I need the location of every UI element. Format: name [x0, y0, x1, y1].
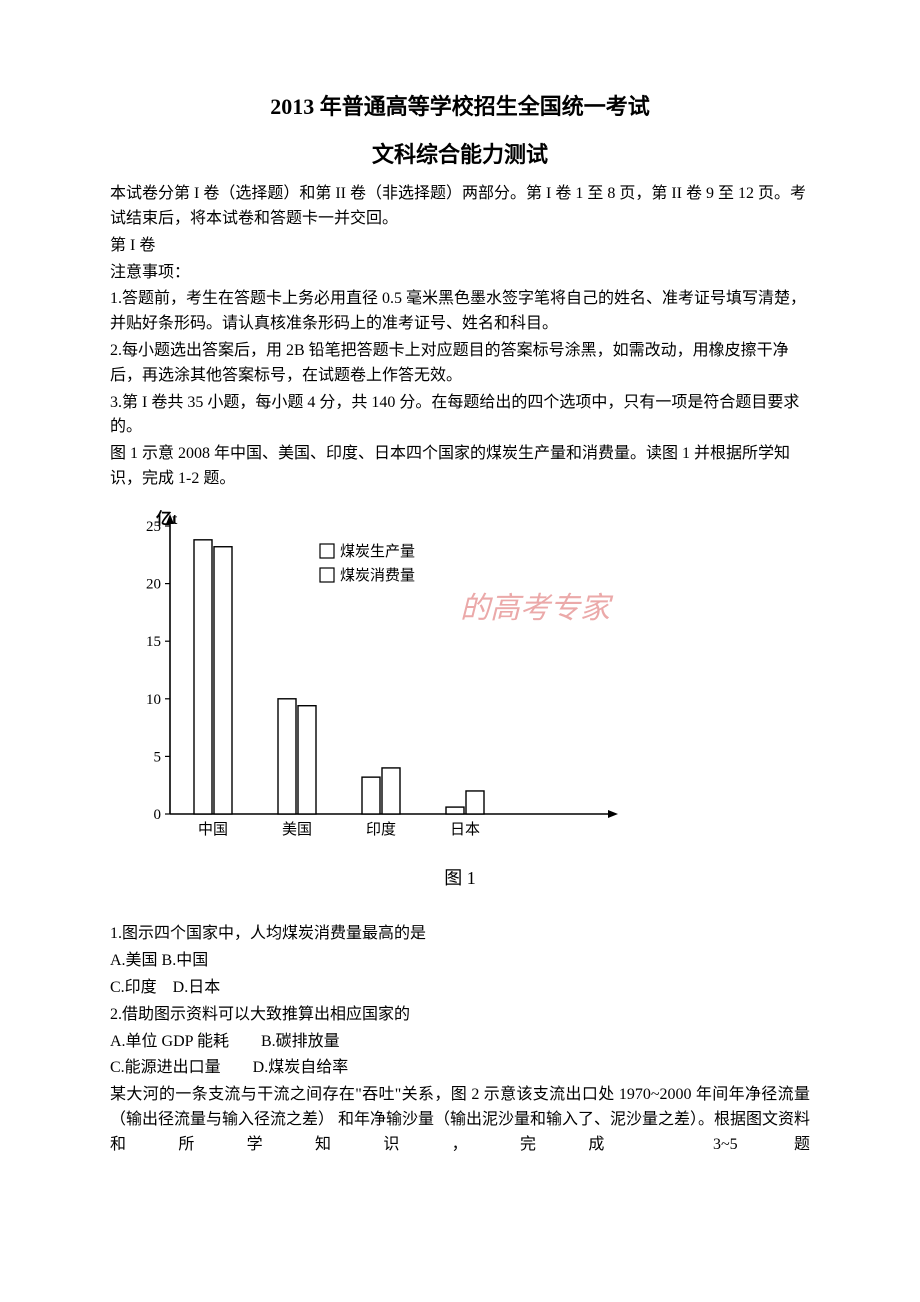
- trailing-paragraph: 某大河的一条支流与干流之间存在"吞吐"关系，图 2 示意该支流出口处 1970~…: [110, 1083, 810, 1157]
- note-1: 1.答题前，考生在答题卡上务必用直径 0.5 毫米黑色墨水签字笔将自己的姓名、准…: [110, 287, 810, 337]
- figure-1-chart: 0510152025亿t中国美国印度日本煤炭生产量煤炭消费量的高考专家: [120, 508, 810, 857]
- intro-paragraph-1: 本试卷分第 I 卷（选择题）和第 II 卷（非选择题）两部分。第 I 卷 1 至…: [110, 182, 810, 232]
- svg-text:15: 15: [146, 634, 161, 650]
- svg-text:5: 5: [154, 749, 162, 765]
- svg-text:煤炭消费量: 煤炭消费量: [340, 567, 415, 584]
- svg-text:的高考专家: 的高考专家: [460, 592, 614, 625]
- coal-bar-chart: 0510152025亿t中国美国印度日本煤炭生产量煤炭消费量的高考专家: [120, 508, 620, 848]
- question-2: 2.借助图示资料可以大致推算出相应国家的: [110, 1003, 810, 1028]
- note-3: 3.第 I 卷共 35 小题，每小题 4 分，共 140 分。在每题给出的四个选…: [110, 391, 810, 441]
- svg-text:0: 0: [154, 807, 162, 823]
- intro-paragraph-3: 注意事项：: [110, 261, 810, 286]
- question-1-options-cd: C.印度 D.日本: [110, 976, 810, 1001]
- page-title-sub: 文科综合能力测试: [110, 138, 810, 172]
- svg-text:煤炭生产量: 煤炭生产量: [340, 543, 415, 560]
- svg-text:日本: 日本: [450, 821, 480, 838]
- figure-1-caption: 图 1: [110, 865, 810, 893]
- svg-text:中国: 中国: [198, 821, 228, 838]
- question-1-options-ab: A.美国 B.中国: [110, 949, 810, 974]
- page-title-main: 2013 年普通高等学校招生全国统一考试: [110, 90, 810, 124]
- svg-text:美国: 美国: [282, 821, 312, 838]
- svg-text:亿t: 亿t: [156, 509, 178, 528]
- svg-text:20: 20: [146, 576, 161, 592]
- note-2: 2.每小题选出答案后，用 2B 铅笔把答题卡上对应题目的答案标号涂黑，如需改动，…: [110, 339, 810, 389]
- question-1: 1.图示四个国家中，人均煤炭消费量最高的是: [110, 922, 810, 947]
- question-2-options-cd: C.能源进出口量 D.煤炭自给率: [110, 1056, 810, 1081]
- question-2-options-ab: A.单位 GDP 能耗 B.碳排放量: [110, 1030, 810, 1055]
- svg-text:10: 10: [146, 692, 161, 708]
- figure-1-lead: 图 1 示意 2008 年中国、美国、印度、日本四个国家的煤炭生产量和消费量。读…: [110, 442, 810, 492]
- svg-text:印度: 印度: [366, 821, 396, 838]
- intro-paragraph-2: 第 I 卷: [110, 234, 810, 259]
